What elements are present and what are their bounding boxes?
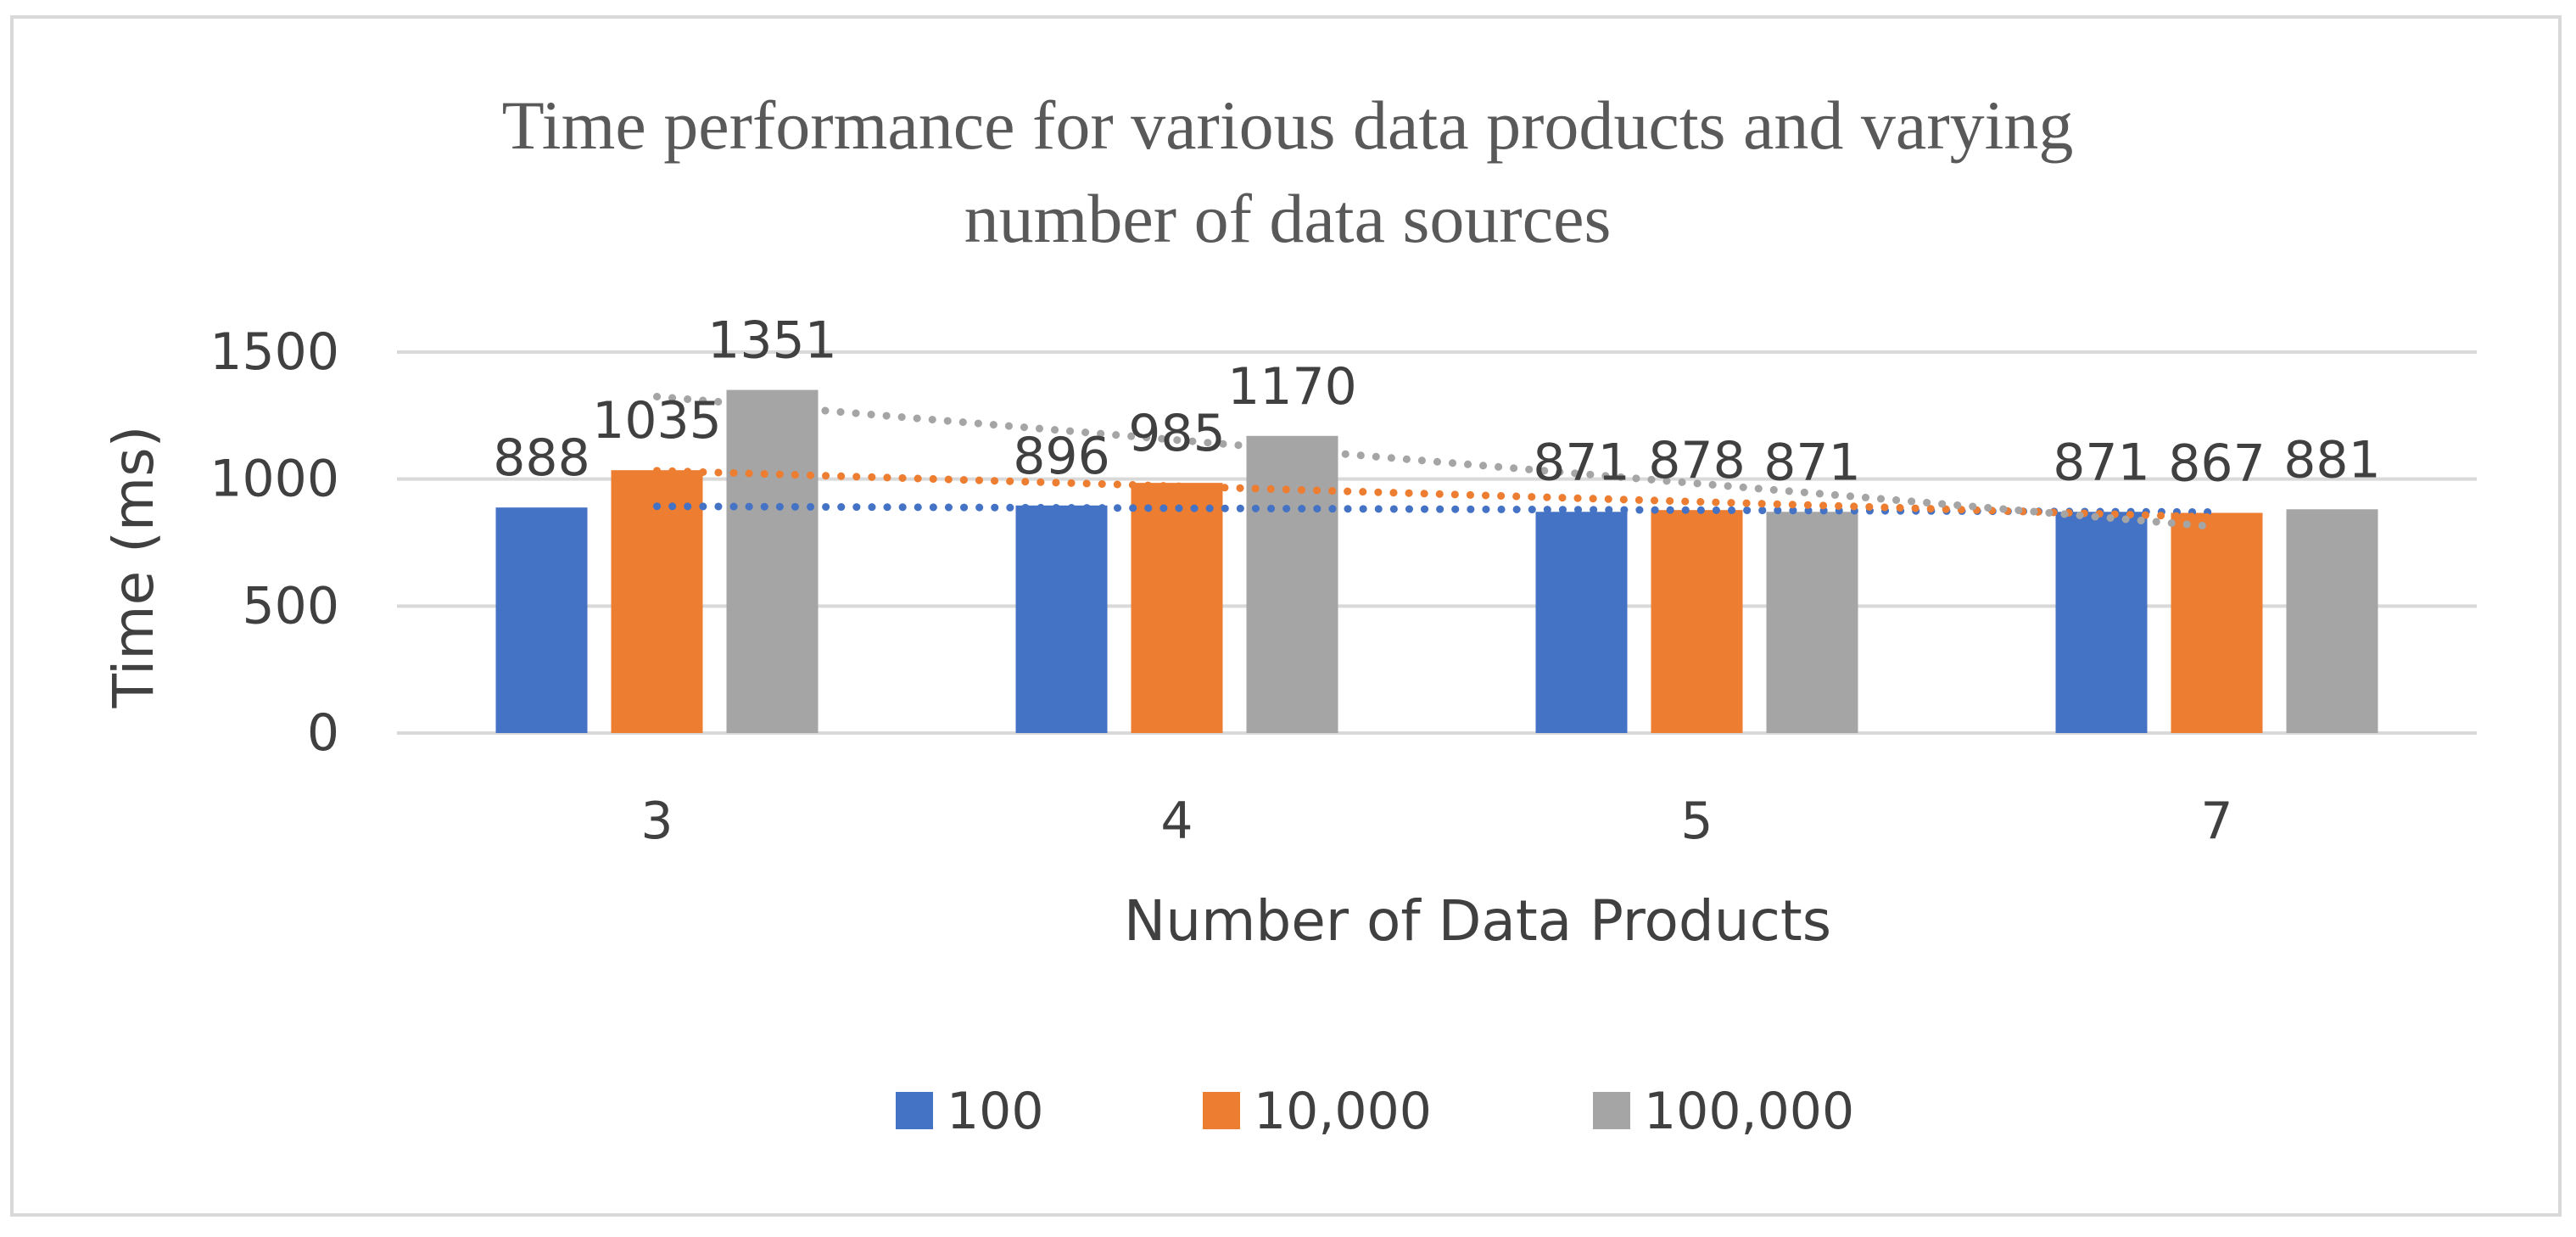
data-label: 896: [1013, 427, 1110, 486]
x-tick-label: 4: [1160, 792, 1193, 851]
bar: [1131, 483, 1223, 733]
bar: [2055, 512, 2148, 733]
legend-label: 100,000: [1644, 1082, 1854, 1141]
trendlines: [653, 393, 2221, 531]
axes: 0 500 1000 1500 3 4 5 7: [210, 322, 2232, 851]
x-tick-label: 7: [2200, 792, 2232, 851]
x-tick-label: 3: [640, 792, 673, 851]
y-tick-label: 0: [307, 703, 339, 763]
data-label: 867: [2168, 434, 2266, 493]
data-label: 1170: [1227, 357, 1357, 417]
bar: [495, 507, 588, 733]
data-label: 878: [1648, 431, 1746, 490]
y-axis-title: Time (ms): [101, 426, 166, 709]
bar: [1015, 505, 1108, 733]
chart-title-line-2: number of data sources: [964, 180, 1612, 257]
bar: [726, 389, 819, 733]
data-label: 888: [493, 428, 590, 488]
bar: [1651, 510, 1743, 733]
data-label: 881: [2283, 430, 2381, 490]
y-tick-label: 500: [242, 576, 339, 635]
data-labels: 888 896 871 871 1035 985 878 867 1351 1170 871 881: [493, 311, 2381, 494]
bar: [2286, 509, 2378, 733]
bars: [495, 389, 2378, 733]
bar: [1246, 435, 1338, 733]
y-tick-label: 1000: [210, 450, 339, 509]
trendline: [653, 502, 2221, 517]
y-tick-label: 1500: [210, 322, 339, 382]
legend: 100 10,000 100,000: [896, 1082, 1854, 1141]
trendline: [653, 467, 2221, 522]
legend-swatch: [896, 1092, 933, 1129]
data-label: 1035: [592, 391, 722, 451]
bar: [1535, 512, 1628, 733]
chart-title: Time performance for various data produc…: [502, 87, 2074, 257]
data-label: 1351: [707, 311, 837, 371]
legend-swatch: [1593, 1092, 1630, 1129]
data-label: 871: [1533, 433, 1630, 492]
data-label: 985: [1128, 404, 1226, 463]
data-label: 871: [1763, 433, 1861, 492]
x-axis-title: Number of Data Products: [1124, 888, 1831, 954]
data-label: 871: [2053, 433, 2150, 492]
bar: [2171, 512, 2263, 733]
trendline: [653, 393, 2221, 531]
legend-label: 10,000: [1254, 1082, 1432, 1141]
chart-title-line-1: Time performance for various data produc…: [502, 87, 2074, 164]
legend-label: 100: [947, 1082, 1044, 1141]
legend-swatch: [1203, 1092, 1240, 1129]
bar: [611, 470, 703, 733]
x-tick-label: 5: [1680, 792, 1713, 851]
bar: [1766, 512, 1858, 733]
